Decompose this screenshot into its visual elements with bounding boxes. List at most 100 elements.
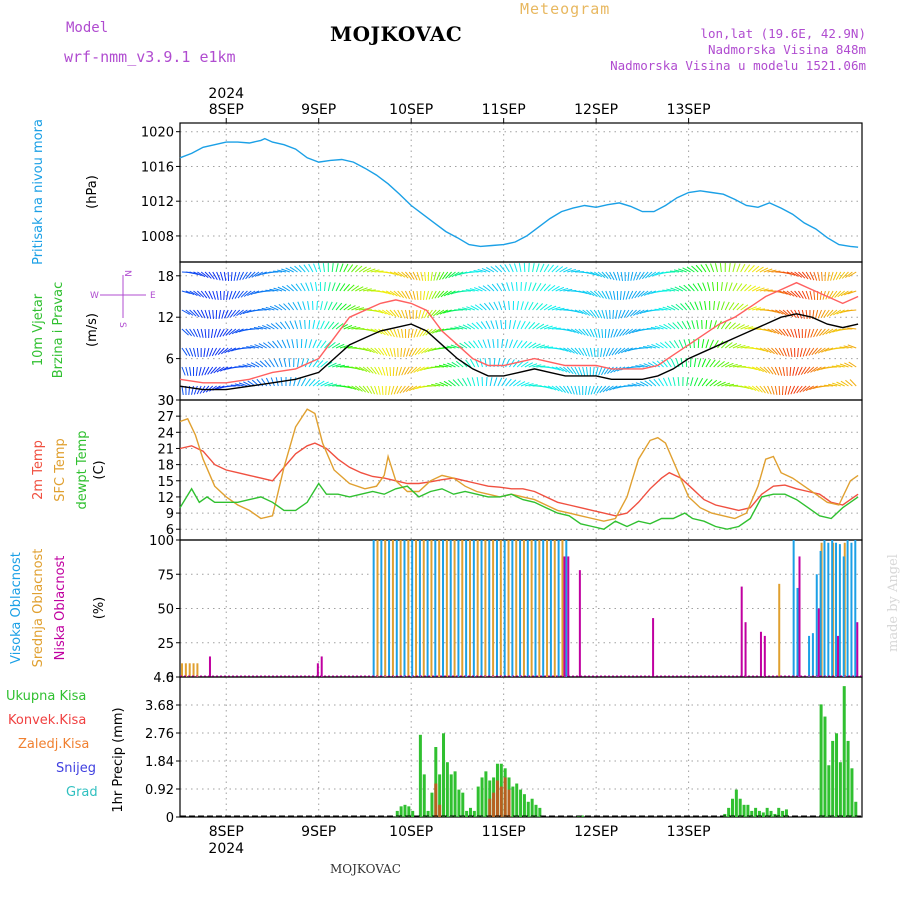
wind-barb	[308, 263, 314, 273]
wind-barb	[269, 288, 279, 292]
wind-barb	[417, 347, 426, 355]
wind-barb	[675, 303, 684, 311]
wind-barb	[240, 290, 248, 298]
location-elevation: Nadmorska Visina 848m	[707, 42, 866, 57]
wind-barb	[512, 380, 521, 387]
wind-barb	[563, 347, 572, 353]
wind-barb	[246, 346, 256, 349]
wind-barb	[269, 305, 279, 311]
wind-barb	[844, 290, 853, 296]
wind-barb	[790, 385, 796, 395]
wind-barb	[204, 309, 209, 319]
wind-barb	[796, 385, 803, 394]
pressure-ytick-label: 1012	[141, 195, 174, 210]
wind-barb	[223, 290, 225, 301]
precip-panel	[176, 676, 863, 818]
wind-barb	[223, 271, 227, 281]
wind-barb	[736, 344, 746, 349]
wind-barb	[532, 263, 535, 273]
cloud-unit: (%)	[92, 597, 107, 620]
wind-barb	[748, 306, 757, 311]
wind-barb	[284, 321, 291, 330]
wind-barb	[625, 328, 634, 335]
wind-barb	[691, 265, 699, 273]
wind-barb	[633, 309, 641, 316]
wind-barb	[401, 271, 409, 279]
wind-barb	[524, 341, 532, 349]
wind-barb	[589, 309, 597, 318]
precip-total-bar	[395, 810, 399, 817]
wind-barb	[235, 328, 244, 334]
wind-barb	[625, 290, 630, 300]
wind-barb	[636, 309, 645, 315]
wind-barb	[335, 282, 341, 292]
cloud-mid-bar	[561, 540, 564, 677]
wind-barb	[643, 346, 653, 349]
wind-barb	[442, 271, 449, 280]
wind-barb	[358, 385, 367, 393]
wind-barb	[620, 271, 624, 281]
wind-barb	[189, 290, 198, 296]
wind-barb	[619, 328, 626, 337]
wind-barb	[589, 328, 595, 338]
wind-barb	[389, 366, 392, 377]
wind-barb	[584, 385, 587, 395]
wind-barb	[216, 328, 221, 338]
wind-barb	[662, 289, 672, 292]
wind-barb	[586, 366, 589, 376]
pressure-unit: (hPa)	[85, 175, 100, 209]
wind-barb	[805, 271, 812, 280]
wind-barb	[751, 265, 760, 273]
wind-barb	[200, 309, 206, 319]
precip-total-bar	[850, 768, 854, 817]
wind-barb	[767, 366, 774, 375]
wind-barb	[320, 360, 328, 368]
precip-ytick-label: 3.68	[145, 699, 174, 714]
wind-barb	[250, 290, 260, 296]
precip-total-bar	[734, 789, 738, 817]
wind-barb	[401, 290, 408, 299]
wind-barb	[239, 309, 248, 316]
wind-barb	[320, 320, 325, 330]
wind-barb	[354, 265, 363, 273]
wind-barb	[843, 345, 853, 349]
wind-barb	[732, 302, 740, 311]
precip-unit: 1hr Precip (mm)	[111, 707, 126, 812]
wind-barb	[292, 301, 298, 311]
temperature-ytick-label: 18	[157, 459, 174, 474]
cloud-mid-bar	[468, 540, 471, 677]
wind-barb	[378, 309, 387, 315]
wind-barb	[414, 347, 422, 356]
wind-barb	[443, 380, 452, 387]
wind-barb	[532, 302, 539, 311]
wind-barb	[678, 268, 687, 273]
wind-barb	[454, 326, 464, 330]
wind-barb	[645, 271, 653, 279]
wind-barb	[840, 290, 849, 297]
wind-barb	[263, 342, 271, 349]
wind-barb	[540, 345, 550, 349]
wind-barb	[830, 271, 834, 281]
wind-barb	[752, 307, 762, 311]
cloud-high-bar	[792, 540, 795, 677]
wind-barb	[370, 385, 376, 395]
wind-barb	[532, 364, 542, 368]
wind-barb	[763, 328, 773, 333]
wind-barb	[609, 271, 615, 281]
cloud-low-bar	[744, 622, 747, 677]
wind-barb	[732, 343, 742, 349]
wind-barb	[299, 320, 302, 330]
wind-barb	[839, 346, 849, 349]
wind-barb	[666, 305, 676, 311]
wind-barb	[316, 339, 322, 349]
wind-barb	[405, 271, 412, 280]
wind-barb	[238, 382, 248, 387]
wind-barb	[399, 385, 406, 394]
wind-barb	[228, 290, 233, 300]
wind-barb	[272, 340, 279, 349]
wind-barb	[547, 305, 557, 311]
wind-barb	[616, 328, 622, 338]
wind-barb	[520, 301, 524, 311]
wind-barb	[574, 347, 582, 356]
wind-barb	[236, 271, 241, 281]
